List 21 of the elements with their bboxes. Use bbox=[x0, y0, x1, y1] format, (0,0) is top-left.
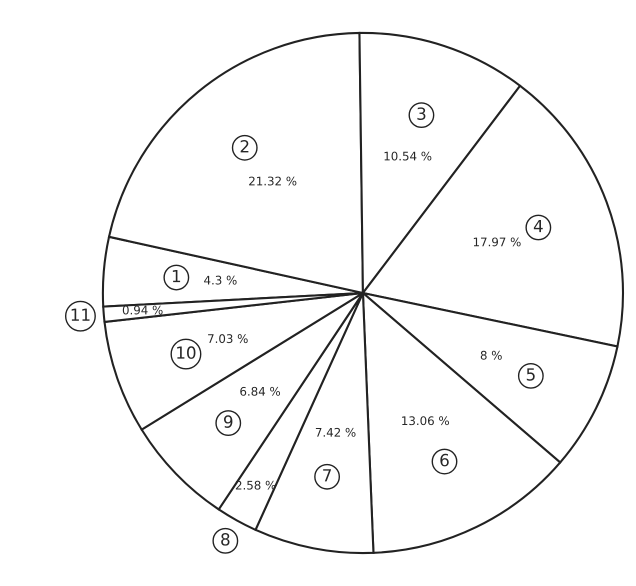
data-label: 7.03 % bbox=[208, 334, 248, 344]
data-label: 7.42 % bbox=[316, 428, 356, 437]
data-label: 0.94 % bbox=[122, 306, 163, 315]
slice-label: 11 bbox=[72, 308, 90, 321]
data-label: 13.06 % bbox=[402, 416, 449, 426]
slice-label: 10 bbox=[177, 346, 196, 359]
data-label: 10.54 % bbox=[384, 152, 432, 161]
slice-label: 3 bbox=[417, 107, 426, 120]
data-label: 8 % bbox=[480, 350, 502, 360]
data-label: 17.97 % bbox=[474, 237, 521, 246]
data-label: 6.84 % bbox=[240, 386, 280, 396]
slice-label: 1 bbox=[172, 270, 180, 282]
slice-label: 8 bbox=[221, 533, 230, 546]
slice-label: 5 bbox=[526, 368, 535, 381]
slice-label: 6 bbox=[440, 454, 449, 466]
data-label: 21.32 % bbox=[249, 176, 296, 186]
slice-label: 2 bbox=[240, 140, 248, 152]
slice-label: 4 bbox=[534, 220, 543, 232]
slice-label: 7 bbox=[323, 469, 331, 482]
slice-label: 9 bbox=[224, 415, 232, 428]
data-label: 4.3 % bbox=[204, 276, 237, 285]
